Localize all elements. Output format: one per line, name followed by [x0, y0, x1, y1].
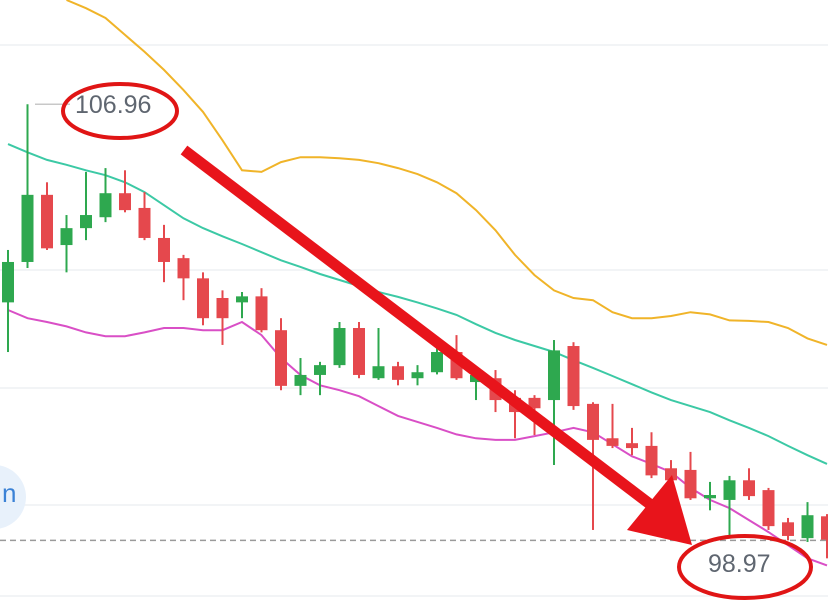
candle-body [665, 468, 677, 481]
candle-body [99, 193, 112, 218]
candle-body [294, 374, 307, 386]
candle-body [704, 495, 716, 499]
candle-body [626, 443, 638, 449]
candle-body [255, 296, 268, 331]
max-label: 106.96 [75, 91, 151, 119]
candle-body [411, 372, 424, 379]
indicator-line [66, 0, 828, 346]
candle-body [41, 194, 53, 249]
plot [2, 0, 828, 567]
candle-body [80, 215, 92, 229]
candle-body [723, 480, 736, 500]
candle-body [119, 193, 131, 211]
indicator-line [7, 143, 828, 465]
candle-body [567, 346, 580, 407]
candle-body [762, 490, 775, 527]
candle-body [138, 207, 151, 238]
indicator-line [7, 309, 828, 567]
candle-body [392, 366, 404, 380]
annotation-shapes [61, 82, 813, 600]
candle-body [236, 296, 248, 303]
candle-body [782, 522, 794, 536]
candle-body [197, 278, 209, 319]
candle-body [606, 438, 619, 446]
candle-body [548, 350, 560, 401]
grid [0, 44, 828, 597]
candle-body [60, 228, 73, 246]
candle-body [528, 397, 541, 409]
side-button[interactable] [0, 465, 26, 529]
candle-body [821, 516, 828, 541]
candle-body [801, 515, 814, 539]
candle-body [21, 194, 34, 262]
side-button-text[interactable]: n [2, 478, 16, 508]
candle-body [645, 445, 658, 476]
highlight-ellipse [677, 534, 813, 600]
candle-body [587, 403, 599, 440]
last-price-label: 98.97 [708, 550, 771, 578]
candle-body [353, 328, 365, 375]
highlight-ellipse [61, 82, 179, 140]
candle-body [177, 258, 190, 279]
candle-body [743, 480, 755, 497]
candle-body [431, 352, 443, 373]
annotations: 106.96 98.97 [0, 91, 828, 578]
candle-body [372, 366, 385, 379]
arrow-shaft [180, 145, 659, 513]
arrow-head [627, 475, 692, 545]
candle-body [275, 330, 287, 386]
candle-body [158, 237, 170, 262]
candle-body [2, 261, 14, 303]
candle-body [333, 328, 346, 366]
candle-body [684, 469, 697, 499]
candle-body [216, 297, 229, 319]
candle-body [314, 365, 326, 375]
